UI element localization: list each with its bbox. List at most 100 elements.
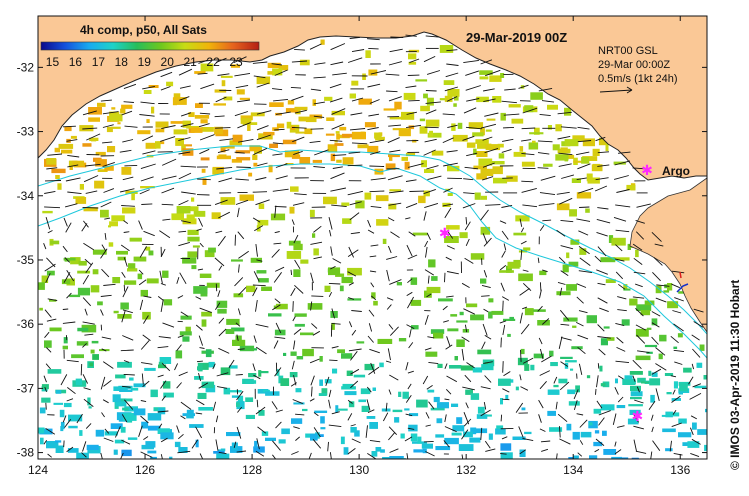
sst-patch (197, 362, 209, 370)
current-vector (480, 59, 493, 65)
sst-patch (186, 413, 194, 419)
current-vector (215, 96, 227, 103)
current-vector (234, 277, 244, 287)
sst-patch (594, 430, 600, 434)
sst-patch (704, 444, 707, 452)
sst-patch (543, 163, 553, 167)
current-vector (407, 296, 414, 309)
current-vector (295, 413, 305, 416)
current-vector (291, 95, 304, 101)
current-vector (160, 136, 176, 142)
current-vector (274, 128, 285, 131)
current-vector (387, 217, 395, 222)
current-vector (160, 283, 166, 286)
current-vector (538, 337, 543, 345)
current-vector (408, 342, 414, 349)
current-vector (84, 308, 88, 316)
sst-patch (226, 432, 241, 437)
sst-patch (492, 166, 503, 175)
sst-patch (479, 70, 493, 75)
sst-patch (473, 165, 487, 170)
sst-patch (217, 308, 227, 314)
current-vector (634, 283, 643, 288)
current-vector (212, 363, 216, 370)
sst-patch (41, 384, 49, 390)
current-vector (100, 376, 106, 390)
current-vector (158, 336, 171, 339)
current-vector (465, 217, 468, 225)
sst-patch (256, 270, 267, 274)
current-vector (219, 138, 234, 141)
current-vector (616, 337, 624, 344)
current-vector (556, 229, 566, 237)
sst-patch (566, 252, 570, 259)
sst-patch (375, 447, 382, 452)
current-vector (159, 270, 163, 284)
current-vector (617, 375, 624, 380)
current-vector (199, 347, 205, 349)
sst-patch (245, 414, 255, 419)
sst-patch (351, 131, 366, 140)
current-vector (521, 127, 536, 130)
current-vector (519, 449, 526, 455)
current-vector (104, 428, 110, 434)
current-vector (522, 282, 532, 292)
current-vector (502, 388, 510, 393)
current-vector (633, 271, 646, 275)
current-vector (216, 372, 229, 377)
current-vector (636, 386, 640, 393)
sst-patch (191, 197, 195, 202)
sst-patch (524, 308, 534, 316)
current-vector (503, 113, 520, 116)
current-vector (83, 220, 89, 228)
sst-patch (90, 285, 100, 293)
sst-patch (500, 443, 512, 451)
sst-patch (249, 145, 261, 152)
current-vector (214, 115, 225, 118)
current-vector (596, 218, 611, 224)
current-vector (253, 271, 260, 282)
current-vector (444, 272, 446, 283)
sst-patch (246, 285, 256, 293)
current-vector (294, 109, 307, 114)
current-vector (442, 113, 455, 116)
current-vector (291, 451, 299, 455)
current-vector (350, 351, 358, 361)
current-vector (408, 231, 416, 237)
current-vector (160, 86, 171, 91)
current-vector (80, 363, 83, 376)
sst-patch (194, 71, 206, 74)
current-vector (274, 205, 277, 218)
sst-patch (163, 299, 173, 306)
current-vector (123, 360, 130, 363)
sst-patch (401, 156, 408, 161)
sst-patch (220, 367, 231, 376)
current-vector (466, 362, 475, 369)
current-vector (102, 111, 119, 115)
current-vector (157, 410, 169, 413)
current-vector (103, 379, 112, 387)
sst-patch (699, 344, 705, 351)
sst-patch (537, 320, 550, 326)
sst-patch (173, 97, 187, 105)
current-vector (502, 361, 504, 373)
sst-patch (616, 457, 629, 459)
current-vector (158, 423, 163, 429)
current-vector (424, 202, 439, 209)
current-vector (141, 373, 144, 385)
current-vector (178, 371, 188, 377)
current-vector (426, 293, 432, 298)
sst-patch (86, 444, 99, 450)
sst-patch (375, 195, 389, 202)
sst-patch (39, 307, 43, 311)
current-vector (62, 125, 76, 128)
sst-patch (232, 134, 243, 142)
current-vector (444, 363, 448, 369)
current-vector (388, 432, 396, 441)
current-vector (655, 363, 667, 371)
sst-patch (200, 119, 208, 124)
current-vector (635, 231, 645, 240)
current-vector (367, 453, 377, 459)
current-vector (671, 422, 682, 428)
sst-patch (166, 81, 174, 87)
